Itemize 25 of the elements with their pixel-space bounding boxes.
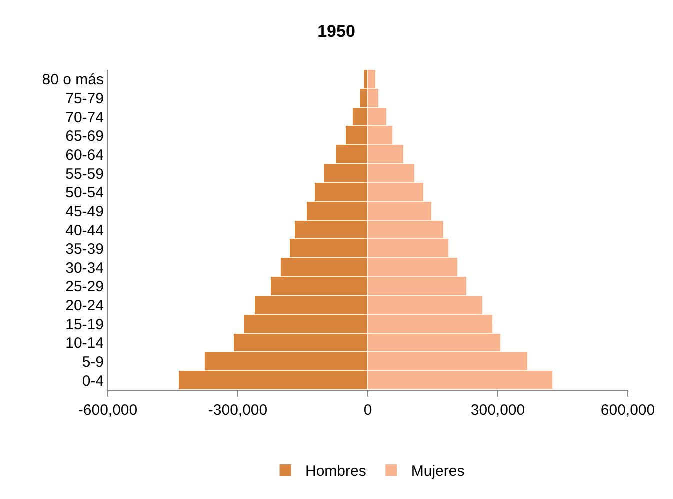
y-tick-label: 35-39 <box>66 241 104 258</box>
y-tick-label: 10-14 <box>66 335 104 352</box>
x-tick-label: 0 <box>364 402 372 419</box>
y-tick-label: 60-64 <box>66 146 104 164</box>
y-tick-label: 50-54 <box>66 184 104 202</box>
x-tick-label: -300,000 <box>208 402 268 419</box>
y-tick-label: 75-79 <box>66 90 104 108</box>
y-tick-label: 20-24 <box>66 298 104 315</box>
y-tick-label: 80 o más <box>42 72 104 89</box>
legend-label: Hombres <box>306 463 366 480</box>
y-tick-label: 15-19 <box>66 316 104 334</box>
y-tick-label: 0-4 <box>82 372 104 390</box>
y-tick-label: 25-29 <box>66 278 104 296</box>
y-tick-label: 65-69 <box>66 128 104 146</box>
x-tick-label: 600,000 <box>600 402 656 419</box>
y-tick-label: 55-59 <box>66 166 104 183</box>
y-tick-label: 40-44 <box>66 222 104 240</box>
legend-label: Mujeres <box>411 463 465 480</box>
x-tick-label: -600,000 <box>78 402 138 419</box>
y-tick-label: 30-34 <box>66 260 104 277</box>
chart-title: 1950 <box>318 22 356 41</box>
x-tick-label: 300,000 <box>470 402 526 419</box>
y-tick-label: 45-49 <box>66 203 104 220</box>
y-tick-label: 5-9 <box>82 354 104 372</box>
y-tick-label: 70-74 <box>66 109 104 126</box>
